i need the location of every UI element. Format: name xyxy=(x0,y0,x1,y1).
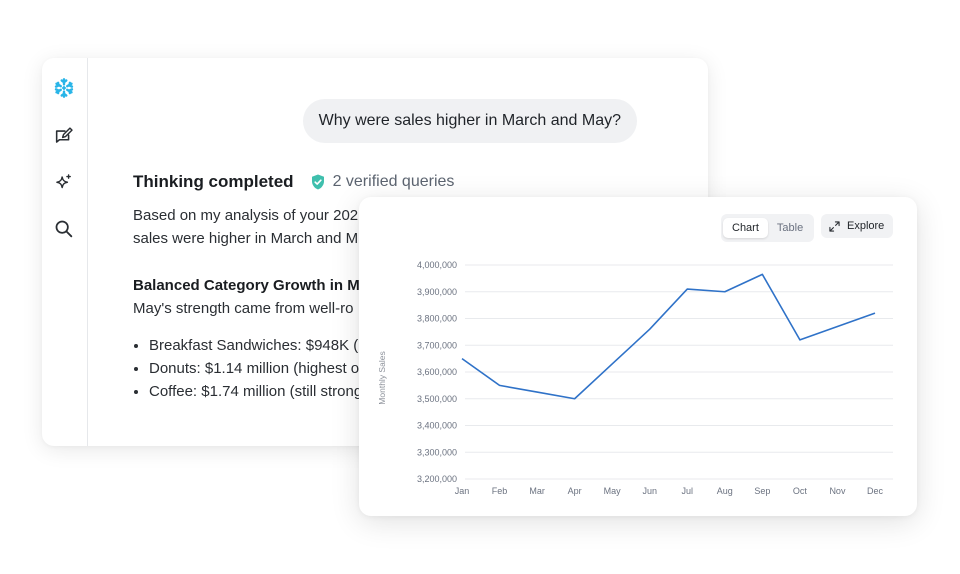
search-icon[interactable] xyxy=(53,218,75,240)
y-tick-label: 3,900,000 xyxy=(417,287,457,297)
data-point[interactable] xyxy=(797,337,803,343)
explore-button[interactable]: Explore xyxy=(821,214,894,238)
answer-bullet-list: Breakfast Sandwiches: $948K ( Donuts: $1… xyxy=(133,334,693,403)
x-tick-label: Dec xyxy=(867,486,884,496)
list-item: Breakfast Sandwiches: $948K ( xyxy=(149,334,693,357)
data-point[interactable] xyxy=(759,271,765,277)
y-tick-label: 3,200,000 xyxy=(417,474,457,484)
data-point[interactable] xyxy=(872,310,878,316)
line-chart: 3,200,000 3,300,000 3,400,000 3,500,000 3,60… xyxy=(377,260,893,496)
y-tick-label: 3,800,000 xyxy=(417,314,457,324)
x-tick-label: Feb xyxy=(492,486,508,496)
new-chat-icon[interactable] xyxy=(53,126,75,148)
y-tick-label: 3,400,000 xyxy=(417,421,457,431)
assistant-answer: Based on my analysis of your 202 sales w… xyxy=(133,204,693,403)
x-tick-label: May xyxy=(604,486,622,496)
snowflake-logo-icon[interactable] xyxy=(53,77,75,99)
x-tick-label: Aug xyxy=(717,486,733,496)
x-tick-label: Jun xyxy=(642,486,657,496)
thinking-status: Thinking completed 2 verified queries xyxy=(133,172,454,192)
y-axis-label: Monthly Sales xyxy=(377,351,387,404)
data-point[interactable] xyxy=(684,286,690,292)
sparkle-icon[interactable] xyxy=(53,172,75,194)
list-item: Coffee: $1.74 million (still strong xyxy=(149,380,693,403)
conversation: Why were sales higher in March and May? … xyxy=(88,58,708,446)
tab-table[interactable]: Table xyxy=(776,222,804,234)
explore-label: Explore xyxy=(847,220,885,232)
x-tick-label: Sep xyxy=(754,486,770,496)
list-item: Donuts: $1.14 million (highest of xyxy=(149,357,693,380)
verified-shield-icon xyxy=(311,174,324,190)
sidebar xyxy=(42,58,88,446)
data-point[interactable] xyxy=(609,361,615,367)
answer-text: May's strength came from well-ro xyxy=(133,300,354,317)
x-tick-label: Oct xyxy=(793,486,808,496)
data-point[interactable] xyxy=(572,396,578,402)
sales-line xyxy=(461,273,876,400)
data-point[interactable] xyxy=(497,382,503,388)
x-tick-label: Nov xyxy=(829,486,846,496)
tab-chart[interactable]: Chart xyxy=(723,218,768,238)
x-tick-label: Jan xyxy=(455,486,470,496)
verified-queries-link[interactable]: 2 verified queries xyxy=(332,173,455,190)
view-toggle: Chart Table xyxy=(721,214,815,242)
y-tick-label: 3,500,000 xyxy=(417,394,457,404)
x-tick-label: Jul xyxy=(682,486,694,496)
expand-icon xyxy=(829,220,840,232)
y-tick-label: 3,600,000 xyxy=(417,367,457,377)
data-point[interactable] xyxy=(834,324,840,330)
status-title: Thinking completed xyxy=(133,172,294,191)
data-point[interactable] xyxy=(459,356,465,362)
answer-text: Based on my analysis of your 202 xyxy=(133,207,359,224)
chart-card: 3,200,000 3,300,000 3,400,000 3,500,000 3,60… xyxy=(359,197,917,516)
data-point[interactable] xyxy=(647,326,653,332)
user-message: Why were sales higher in March and May? xyxy=(302,99,637,143)
y-tick-label: 4,000,000 xyxy=(417,260,457,270)
y-tick-label: 3,300,000 xyxy=(417,447,457,457)
data-point[interactable] xyxy=(722,289,728,295)
y-tick-label: 3,700,000 xyxy=(417,340,457,350)
answer-heading: Balanced Category Growth in Ma xyxy=(133,277,369,294)
answer-text: sales were higher in March and M xyxy=(133,230,359,247)
x-tick-label: Mar xyxy=(529,486,545,496)
data-point[interactable] xyxy=(534,389,540,395)
x-tick-label: Apr xyxy=(568,486,582,496)
